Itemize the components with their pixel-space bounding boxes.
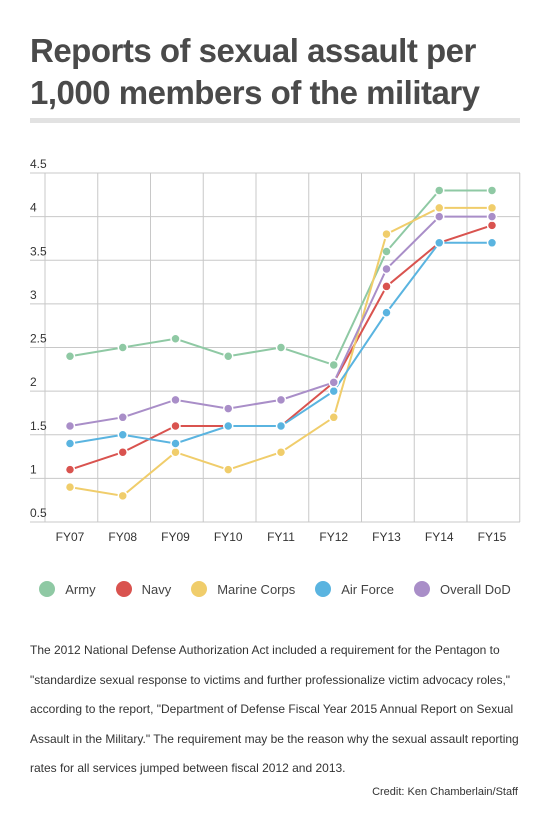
legend-swatch [39,581,56,597]
data-point [275,446,287,458]
data-point [486,237,498,249]
legend-label: Marine Corps [217,581,296,597]
data-point [328,377,339,388]
legend-swatch [315,581,332,597]
data-point [170,333,181,345]
legend-item: Overall DoD [413,581,511,597]
data-point [434,202,445,214]
x-tick-label: FY14 [425,530,454,544]
legend-item: Marine Corps [191,581,295,597]
data-point [64,464,76,475]
data-point [223,420,234,432]
y-tick-label: 1.5 [30,419,47,433]
data-point [434,211,445,222]
y-tick-label: 2 [30,375,37,389]
data-point [170,420,181,432]
data-point [223,464,234,475]
x-tick-label: FY12 [319,530,348,544]
data-point [434,237,445,249]
data-point [381,307,392,318]
y-axis-ticks: 0.5 1 1.5 2 2.5 3 3.5 4 4.5 [30,157,47,520]
data-point [117,342,128,353]
data-point [223,350,234,362]
data-point [381,281,392,292]
series-army [64,185,498,371]
data-point [486,202,498,214]
legend-item: Navy [115,581,172,597]
y-tick-label: 2.5 [30,332,47,346]
data-point [170,446,181,458]
series-air-force [64,237,498,449]
legend-label: Navy [141,581,172,597]
data-point [117,412,128,423]
x-tick-label: FY11 [267,530,295,544]
x-tick-label: FY09 [161,530,190,544]
data-point [64,350,76,362]
series-marine-corps [64,202,498,502]
data-point [275,420,287,432]
data-point [486,211,498,222]
data-point [381,263,392,275]
chart-caption: The 2012 National Defense Authorization … [30,643,519,775]
data-point [434,185,445,196]
photo-credit: Credit: Ken Chamberlain/Staff [372,786,518,798]
legend-label: Army [65,581,96,597]
data-point [117,446,128,458]
y-tick-label: 3.5 [30,244,47,258]
title-divider [30,118,520,123]
legend-label: Overall DoD [439,581,511,597]
y-tick-label: 4 [30,201,37,215]
x-tick-label: FY07 [56,530,85,544]
legend-item: Air Force [315,581,394,597]
data-point [486,220,498,231]
data-point [223,403,234,414]
x-tick-label: FY15 [478,530,507,544]
data-point [275,342,287,353]
data-point [328,412,339,423]
data-point [328,359,339,371]
data-point [170,438,181,449]
data-point [486,185,498,196]
legend-swatch [413,581,430,597]
data-point [117,429,128,440]
chart-title: Reports of sexual assault per 1,000 memb… [30,32,480,111]
x-axis-ticks: FY07 FY08 FY09 FY10 FY11 FY12 FY13 FY14 FY15 [56,530,507,544]
y-tick-label: 4.5 [30,157,47,171]
y-tick-label: 3 [30,288,37,302]
data-point [64,438,76,449]
data-point [64,420,76,432]
chart-legend: Army Navy Marine Corps Air Force Overall DoD [0,578,550,600]
data-point [117,490,128,502]
series-lines [64,185,498,502]
data-point [381,228,392,240]
series-overall-dod [64,211,498,432]
y-tick-label: 1 [30,462,37,476]
data-point [328,385,339,397]
data-point [275,394,287,406]
data-point [64,481,76,493]
y-tick-label: 0.5 [30,506,47,520]
x-tick-label: FY08 [108,530,137,544]
x-tick-label: FY13 [372,530,401,544]
legend-label: Air Force [341,581,394,597]
legend-swatch [115,581,132,597]
legend-item: Army [39,581,96,597]
data-point [170,394,181,406]
legend-swatch [191,581,208,597]
line-chart: 0.5 1 1.5 2 2.5 3 3.5 4 4.5 FY07 FY08 FY09 FY10 FY11… [30,157,521,544]
x-tick-label: FY10 [214,530,243,544]
